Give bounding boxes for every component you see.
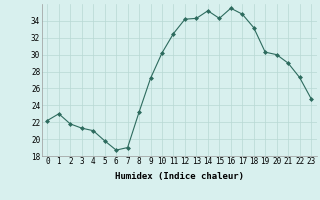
X-axis label: Humidex (Indice chaleur): Humidex (Indice chaleur)	[115, 172, 244, 181]
